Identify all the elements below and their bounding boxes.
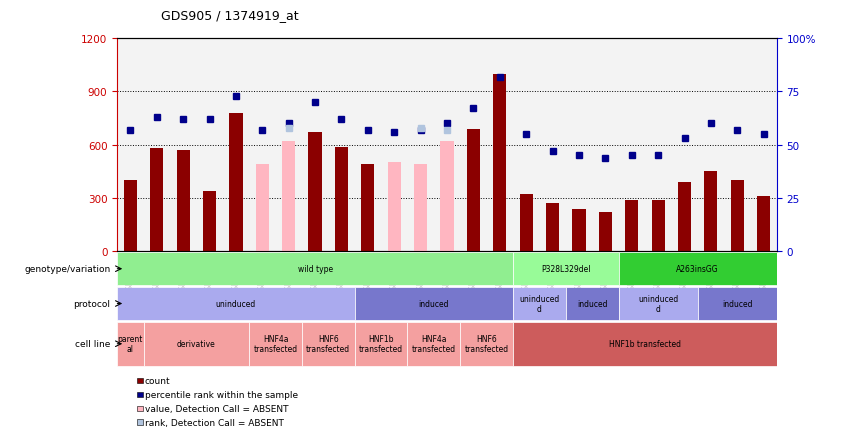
Text: uninduced
d: uninduced d [519,294,560,313]
Text: rank, Detection Call = ABSENT: rank, Detection Call = ABSENT [145,418,284,427]
Text: parent
al: parent al [118,334,143,354]
Bar [566,39,592,252]
Bar [460,39,487,252]
Bar [493,75,506,252]
Bar [625,201,638,252]
Bar [460,322,513,366]
Bar [599,213,612,252]
Text: genotype/variation: genotype/variation [24,265,110,273]
Bar [117,39,143,252]
Bar [513,322,777,366]
Bar [757,197,770,252]
Bar [249,322,302,366]
Text: HNF6
transfected: HNF6 transfected [464,334,509,354]
Bar [229,113,242,252]
Bar [513,287,566,320]
Bar [143,39,170,252]
Bar [176,151,190,252]
Bar [381,39,407,252]
Bar [751,39,777,252]
Bar [137,420,143,424]
Bar [388,163,401,252]
Bar [513,253,619,286]
Text: HNF6
transfected: HNF6 transfected [306,334,351,354]
Bar [150,149,163,252]
Bar [467,129,480,252]
Bar [361,165,374,252]
Bar [256,165,269,252]
Text: HNF1b
transfected: HNF1b transfected [359,334,403,354]
Bar [170,39,196,252]
Bar [196,39,223,252]
Bar [678,183,691,252]
Bar [704,172,718,252]
Bar [137,392,143,397]
Bar [671,39,698,252]
Bar [652,201,665,252]
Bar [414,165,427,252]
Bar [137,406,143,411]
Bar [566,287,619,320]
Bar [355,287,513,320]
Text: induced: induced [722,299,753,308]
Bar [698,287,777,320]
Bar [302,39,328,252]
Text: P328L329del: P328L329del [541,265,590,273]
Bar [328,39,355,252]
Bar [117,287,355,320]
Bar [407,39,434,252]
Text: protocol: protocol [74,299,110,308]
Text: count: count [145,376,170,385]
Bar [572,209,586,252]
Bar [124,181,137,252]
Bar [302,322,355,366]
Bar [143,322,249,366]
Bar [619,253,777,286]
Text: derivative: derivative [177,339,216,349]
Bar [619,287,698,320]
Bar [698,39,724,252]
Text: HNF1b transfected: HNF1b transfected [609,339,681,349]
Bar [223,39,249,252]
Bar [355,322,407,366]
Text: A263insGG: A263insGG [676,265,719,273]
Text: HNF4a
transfected: HNF4a transfected [411,334,456,354]
Text: uninduced: uninduced [216,299,256,308]
Bar [731,181,744,252]
Text: wild type: wild type [298,265,332,273]
Bar [520,195,533,252]
Text: induced: induced [418,299,449,308]
Bar [619,39,645,252]
Bar [282,142,295,252]
Bar [539,39,566,252]
Bar [407,322,460,366]
Bar [249,39,275,252]
Bar [355,39,381,252]
Bar [117,322,143,366]
Bar [203,191,216,252]
Bar [724,39,751,252]
Bar [308,133,322,252]
Text: percentile rank within the sample: percentile rank within the sample [145,390,298,399]
Bar [440,142,454,252]
Bar [137,378,143,383]
Text: induced: induced [577,299,608,308]
Bar [592,39,619,252]
Bar [335,147,348,252]
Text: cell line: cell line [76,339,110,349]
Bar [434,39,460,252]
Bar [487,39,513,252]
Bar [117,253,513,286]
Bar [275,39,302,252]
Bar [513,39,539,252]
Text: GDS905 / 1374919_at: GDS905 / 1374919_at [161,9,299,22]
Bar [546,204,559,252]
Bar [645,39,671,252]
Text: value, Detection Call = ABSENT: value, Detection Call = ABSENT [145,404,288,413]
Text: uninduced
d: uninduced d [638,294,678,313]
Text: HNF4a
transfected: HNF4a transfected [253,334,298,354]
